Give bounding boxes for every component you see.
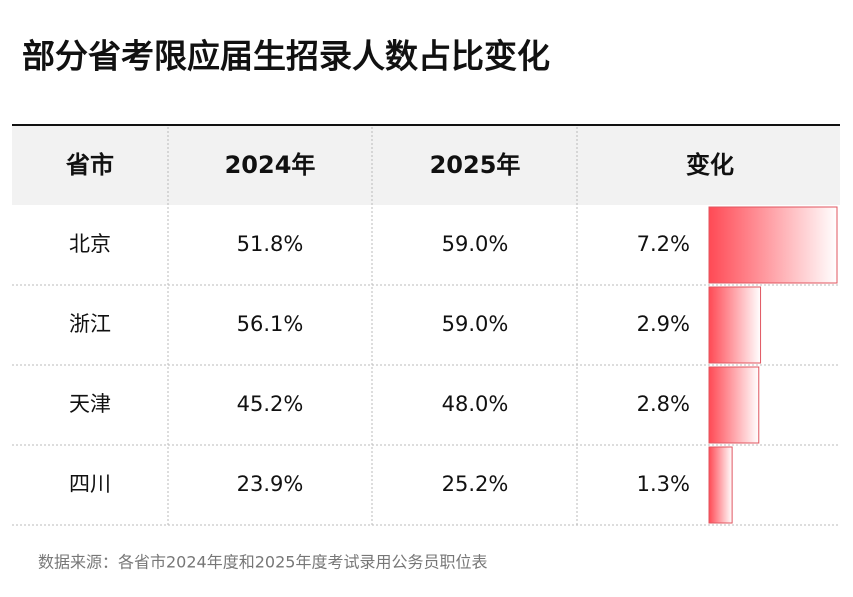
change-bar <box>708 206 838 284</box>
cell: 25.2% <box>442 472 509 496</box>
cell: 48.0% <box>442 392 509 416</box>
title: 部分省考限应届生招录人数占比变化 <box>22 37 550 76</box>
cell: 四川 <box>69 472 111 496</box>
source: 数据来源：各省市2024年度和2025年度考试录用公务员职位表 <box>38 553 487 572</box>
column-header: 变化 <box>686 151 734 179</box>
column-header: 2025年 <box>430 151 521 179</box>
header-bg <box>12 126 840 205</box>
cell: 23.9% <box>237 472 304 496</box>
cell: 56.1% <box>237 312 304 336</box>
cell: 45.2% <box>237 392 304 416</box>
column-header: 省市 <box>65 151 114 179</box>
cell: 天津 <box>69 392 111 416</box>
cell: 北京 <box>69 232 111 256</box>
cell: 59.0% <box>442 312 509 336</box>
change-label: 7.2% <box>637 232 690 256</box>
cell: 51.8% <box>237 232 304 256</box>
change-label: 1.3% <box>637 472 690 496</box>
change-label: 2.8% <box>637 392 690 416</box>
column-header: 2024年 <box>225 151 316 179</box>
change-bar <box>708 366 760 444</box>
change-label: 2.9% <box>637 312 690 336</box>
change-bar <box>708 286 762 364</box>
cell: 59.0% <box>442 232 509 256</box>
cell: 浙江 <box>69 312 111 336</box>
change-bar <box>708 446 733 524</box>
